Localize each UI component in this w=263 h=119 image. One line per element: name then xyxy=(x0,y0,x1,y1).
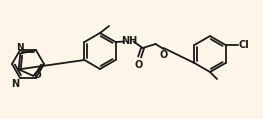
Text: N: N xyxy=(17,43,24,52)
Text: O: O xyxy=(159,50,168,60)
Text: O: O xyxy=(134,60,143,70)
Text: N: N xyxy=(11,79,19,89)
Text: NH: NH xyxy=(122,36,138,46)
Text: O: O xyxy=(34,71,42,80)
Text: Cl: Cl xyxy=(239,40,249,50)
